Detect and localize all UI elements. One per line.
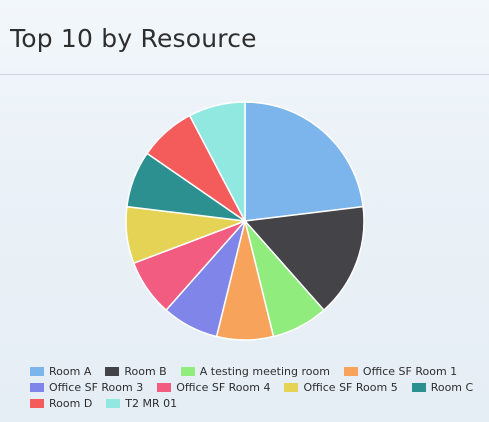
legend-item[interactable]: Office SF Room 1 — [343, 364, 458, 378]
legend-swatch — [284, 382, 299, 392]
legend-swatch — [343, 366, 358, 376]
legend-label: Room B — [124, 364, 167, 378]
legend-item[interactable]: Room D — [30, 397, 92, 410]
legend-swatch — [180, 366, 195, 376]
panel-header: Top 10 by Resource — [0, 0, 489, 75]
legend-label: A testing meeting room — [199, 364, 330, 378]
legend-row: Room D T2 MR 01 — [30, 395, 470, 411]
legend-swatch — [105, 366, 120, 376]
legend-item[interactable]: Office SF Room 5 — [284, 380, 398, 394]
page-title: Top 10 by Resource — [10, 24, 257, 53]
legend-swatch — [30, 382, 44, 392]
legend-swatch — [411, 382, 426, 392]
legend-label: Office SF Room 4 — [176, 380, 271, 394]
pie-chart — [125, 101, 365, 341]
legend-swatch — [157, 382, 172, 392]
legend-label: Room A — [49, 364, 92, 378]
legend-row: Room A Room B A testing meeting room Office… — [30, 363, 470, 379]
legend-swatch — [106, 398, 121, 408]
pie-slices — [125, 101, 365, 341]
legend-swatch — [30, 366, 44, 376]
pie-slice-t2-mr-01[interactable] — [188, 101, 246, 222]
legend-item[interactable]: T2 MR 01 — [106, 397, 177, 410]
legend-label: Room C — [430, 380, 474, 394]
legend-item[interactable]: A testing meeting room — [180, 364, 330, 378]
legend-label: Office SF Room 1 — [362, 364, 458, 378]
legend-item[interactable]: Room C — [411, 380, 474, 394]
pie-slice-room-b[interactable] — [244, 205, 365, 311]
legend-label: Room D — [49, 396, 93, 410]
legend-label: T2 MR 01 — [125, 396, 178, 410]
legend-item[interactable]: Room A — [30, 365, 91, 378]
legend-item[interactable]: Office SF Room 3 — [30, 381, 143, 394]
legend-item[interactable]: Room B — [105, 364, 167, 378]
legend-swatch — [30, 398, 44, 408]
legend-label: Office SF Room 5 — [303, 380, 398, 394]
legend-item[interactable]: Office SF Room 4 — [157, 381, 270, 394]
legend-label: Office SF Room 3 — [49, 380, 144, 394]
legend-row: Office SF Room 3 Office SF Room 4 Office S… — [30, 379, 473, 395]
pie-slice-room-a[interactable] — [244, 101, 364, 222]
